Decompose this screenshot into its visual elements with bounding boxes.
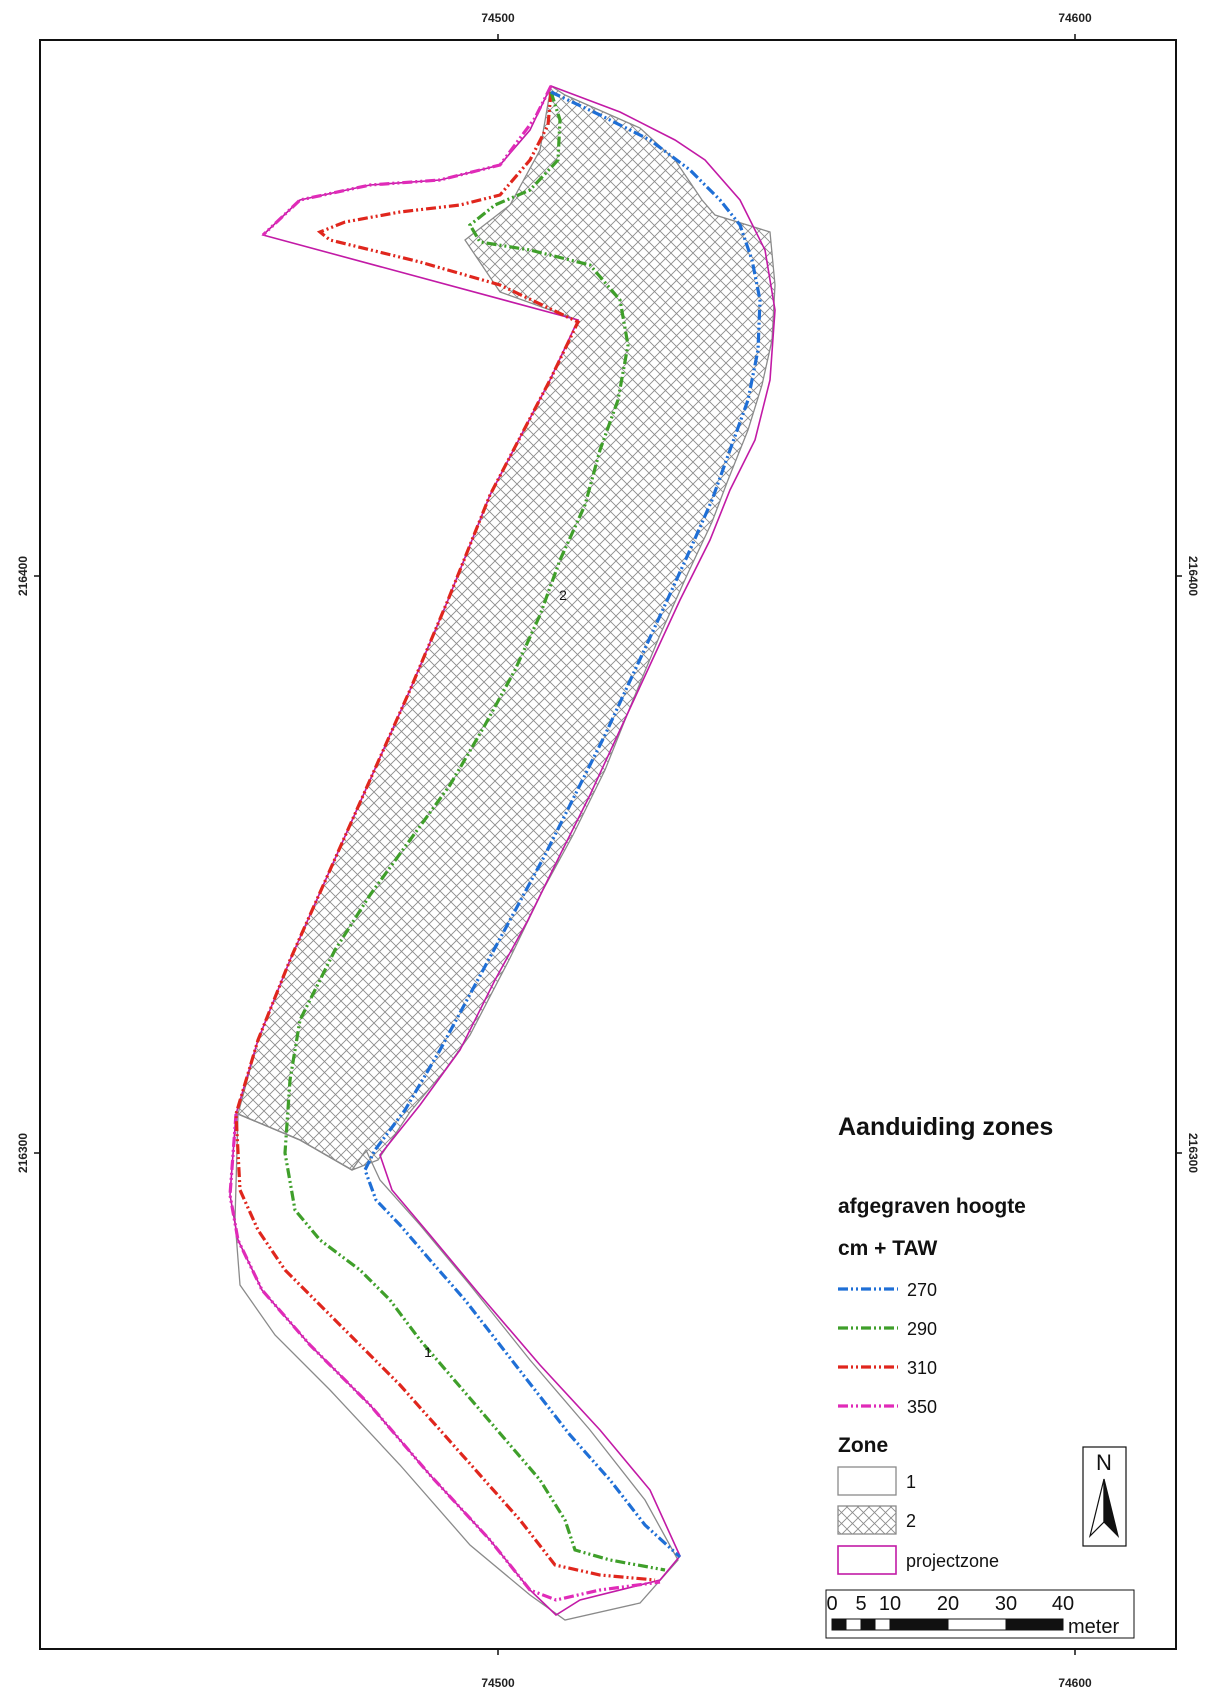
legend-zone-1-label: 1 <box>906 1472 916 1492</box>
grid-label-right-216300: 216300 <box>1186 1133 1200 1173</box>
grid-ticks <box>34 34 1182 1655</box>
scale-unit: meter <box>1068 1616 1119 1638</box>
legend-contour-310: 310 <box>838 1358 937 1378</box>
legend-projectzone: projectzone <box>837 1545 999 1575</box>
north-arrow: N <box>1082 1446 1127 1547</box>
grid-label-top-74600: 74600 <box>1058 11 1092 25</box>
scale-tick-5: 5 <box>855 1593 866 1615</box>
grid-label-bottom-74500: 74500 <box>481 1676 515 1690</box>
zone-2-area <box>237 84 776 1171</box>
scale-tick-0: 0 <box>826 1593 837 1615</box>
legend-contour-270-label: 270 <box>907 1280 937 1300</box>
zone-1-area <box>234 1113 679 1621</box>
legend-contour-290: 290 <box>838 1319 937 1339</box>
legend-subtitle-1: afgegraven hoogte <box>838 1195 1026 1218</box>
map-frame <box>39 39 1177 1650</box>
grid-label-top-74500: 74500 <box>481 11 515 25</box>
grid-label-left-216300: 216300 <box>16 1133 30 1173</box>
contour-310-line <box>234 91 656 1582</box>
contour-290-line <box>283 91 666 1572</box>
scale-tick-40: 40 <box>1052 1593 1074 1615</box>
legend-contour-270: 270 <box>838 1280 937 1300</box>
legend-subtitle-2: cm + TAW <box>838 1237 938 1260</box>
legend-zone-1: 1 <box>837 1466 916 1496</box>
legend-contour-310-label: 310 <box>907 1358 937 1378</box>
legend-zone-2: 2 <box>837 1505 916 1535</box>
legend-title: Aanduiding zones <box>838 1113 1053 1141</box>
north-arrow-label: N <box>1096 1450 1112 1475</box>
grid-label-right-216400: 216400 <box>1186 556 1200 596</box>
legend-zone-heading: Zone <box>838 1434 888 1457</box>
zone-label-1: 1 <box>424 1344 432 1360</box>
legend-contour-350-label: 350 <box>907 1397 937 1417</box>
contour-270-line <box>363 90 762 1559</box>
scale-tick-20: 20 <box>937 1593 959 1615</box>
legend-contour-350: 350 <box>838 1397 937 1417</box>
scale-tick-10: 10 <box>879 1593 901 1615</box>
scale-bar-segments <box>831 1618 1064 1631</box>
legend-projectzone-label: projectzone <box>906 1551 999 1571</box>
legend: Aanduiding zones afgegraven hoogte cm + … <box>837 1113 1053 1575</box>
zone-label-2: 2 <box>559 587 567 603</box>
grid-label-bottom-74600: 74600 <box>1058 1676 1092 1690</box>
legend-contour-290-label: 290 <box>907 1319 937 1339</box>
grid-label-left-216400: 216400 <box>16 556 30 596</box>
zone-boundary <box>237 1113 353 1171</box>
scale-tick-30: 30 <box>995 1593 1017 1615</box>
legend-zone-2-label: 2 <box>906 1511 916 1531</box>
scale-bar: 0 5 10 20 30 40 meter <box>825 1589 1135 1639</box>
contour-350-line <box>228 85 661 1602</box>
